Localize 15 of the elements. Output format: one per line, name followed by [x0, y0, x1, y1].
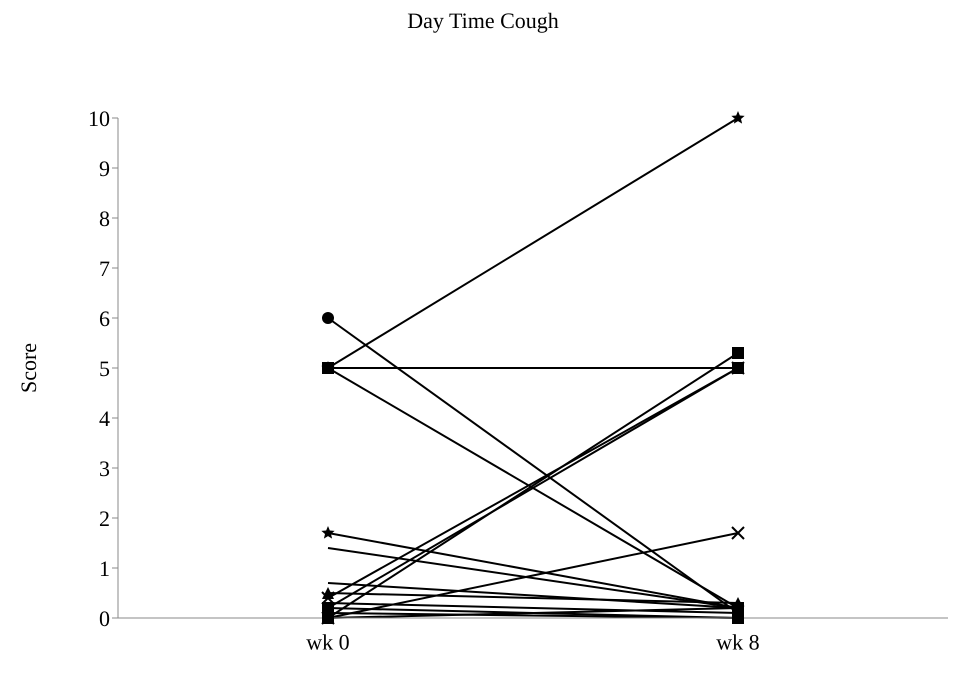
y-tick-label: 6	[99, 306, 110, 331]
y-tick-label: 8	[99, 206, 110, 231]
y-tick-label: 5	[99, 356, 110, 381]
y-tick-label: 1	[99, 556, 110, 581]
y-tick-label: 4	[99, 406, 110, 431]
y-tick-label: 10	[88, 106, 110, 131]
y-tick-label: 0	[99, 606, 110, 631]
chart-title: Day Time Cough	[406, 8, 560, 35]
y-axis-title: Score	[16, 342, 41, 394]
y-tick-label: 9	[99, 156, 110, 181]
y-tick-label: 3	[99, 456, 110, 481]
y-tick-label: 7	[99, 256, 110, 281]
y-tick-label: 2	[99, 506, 110, 531]
x-tick-label: wk 0	[306, 630, 350, 655]
x-tick-label: wk 8	[716, 630, 760, 655]
